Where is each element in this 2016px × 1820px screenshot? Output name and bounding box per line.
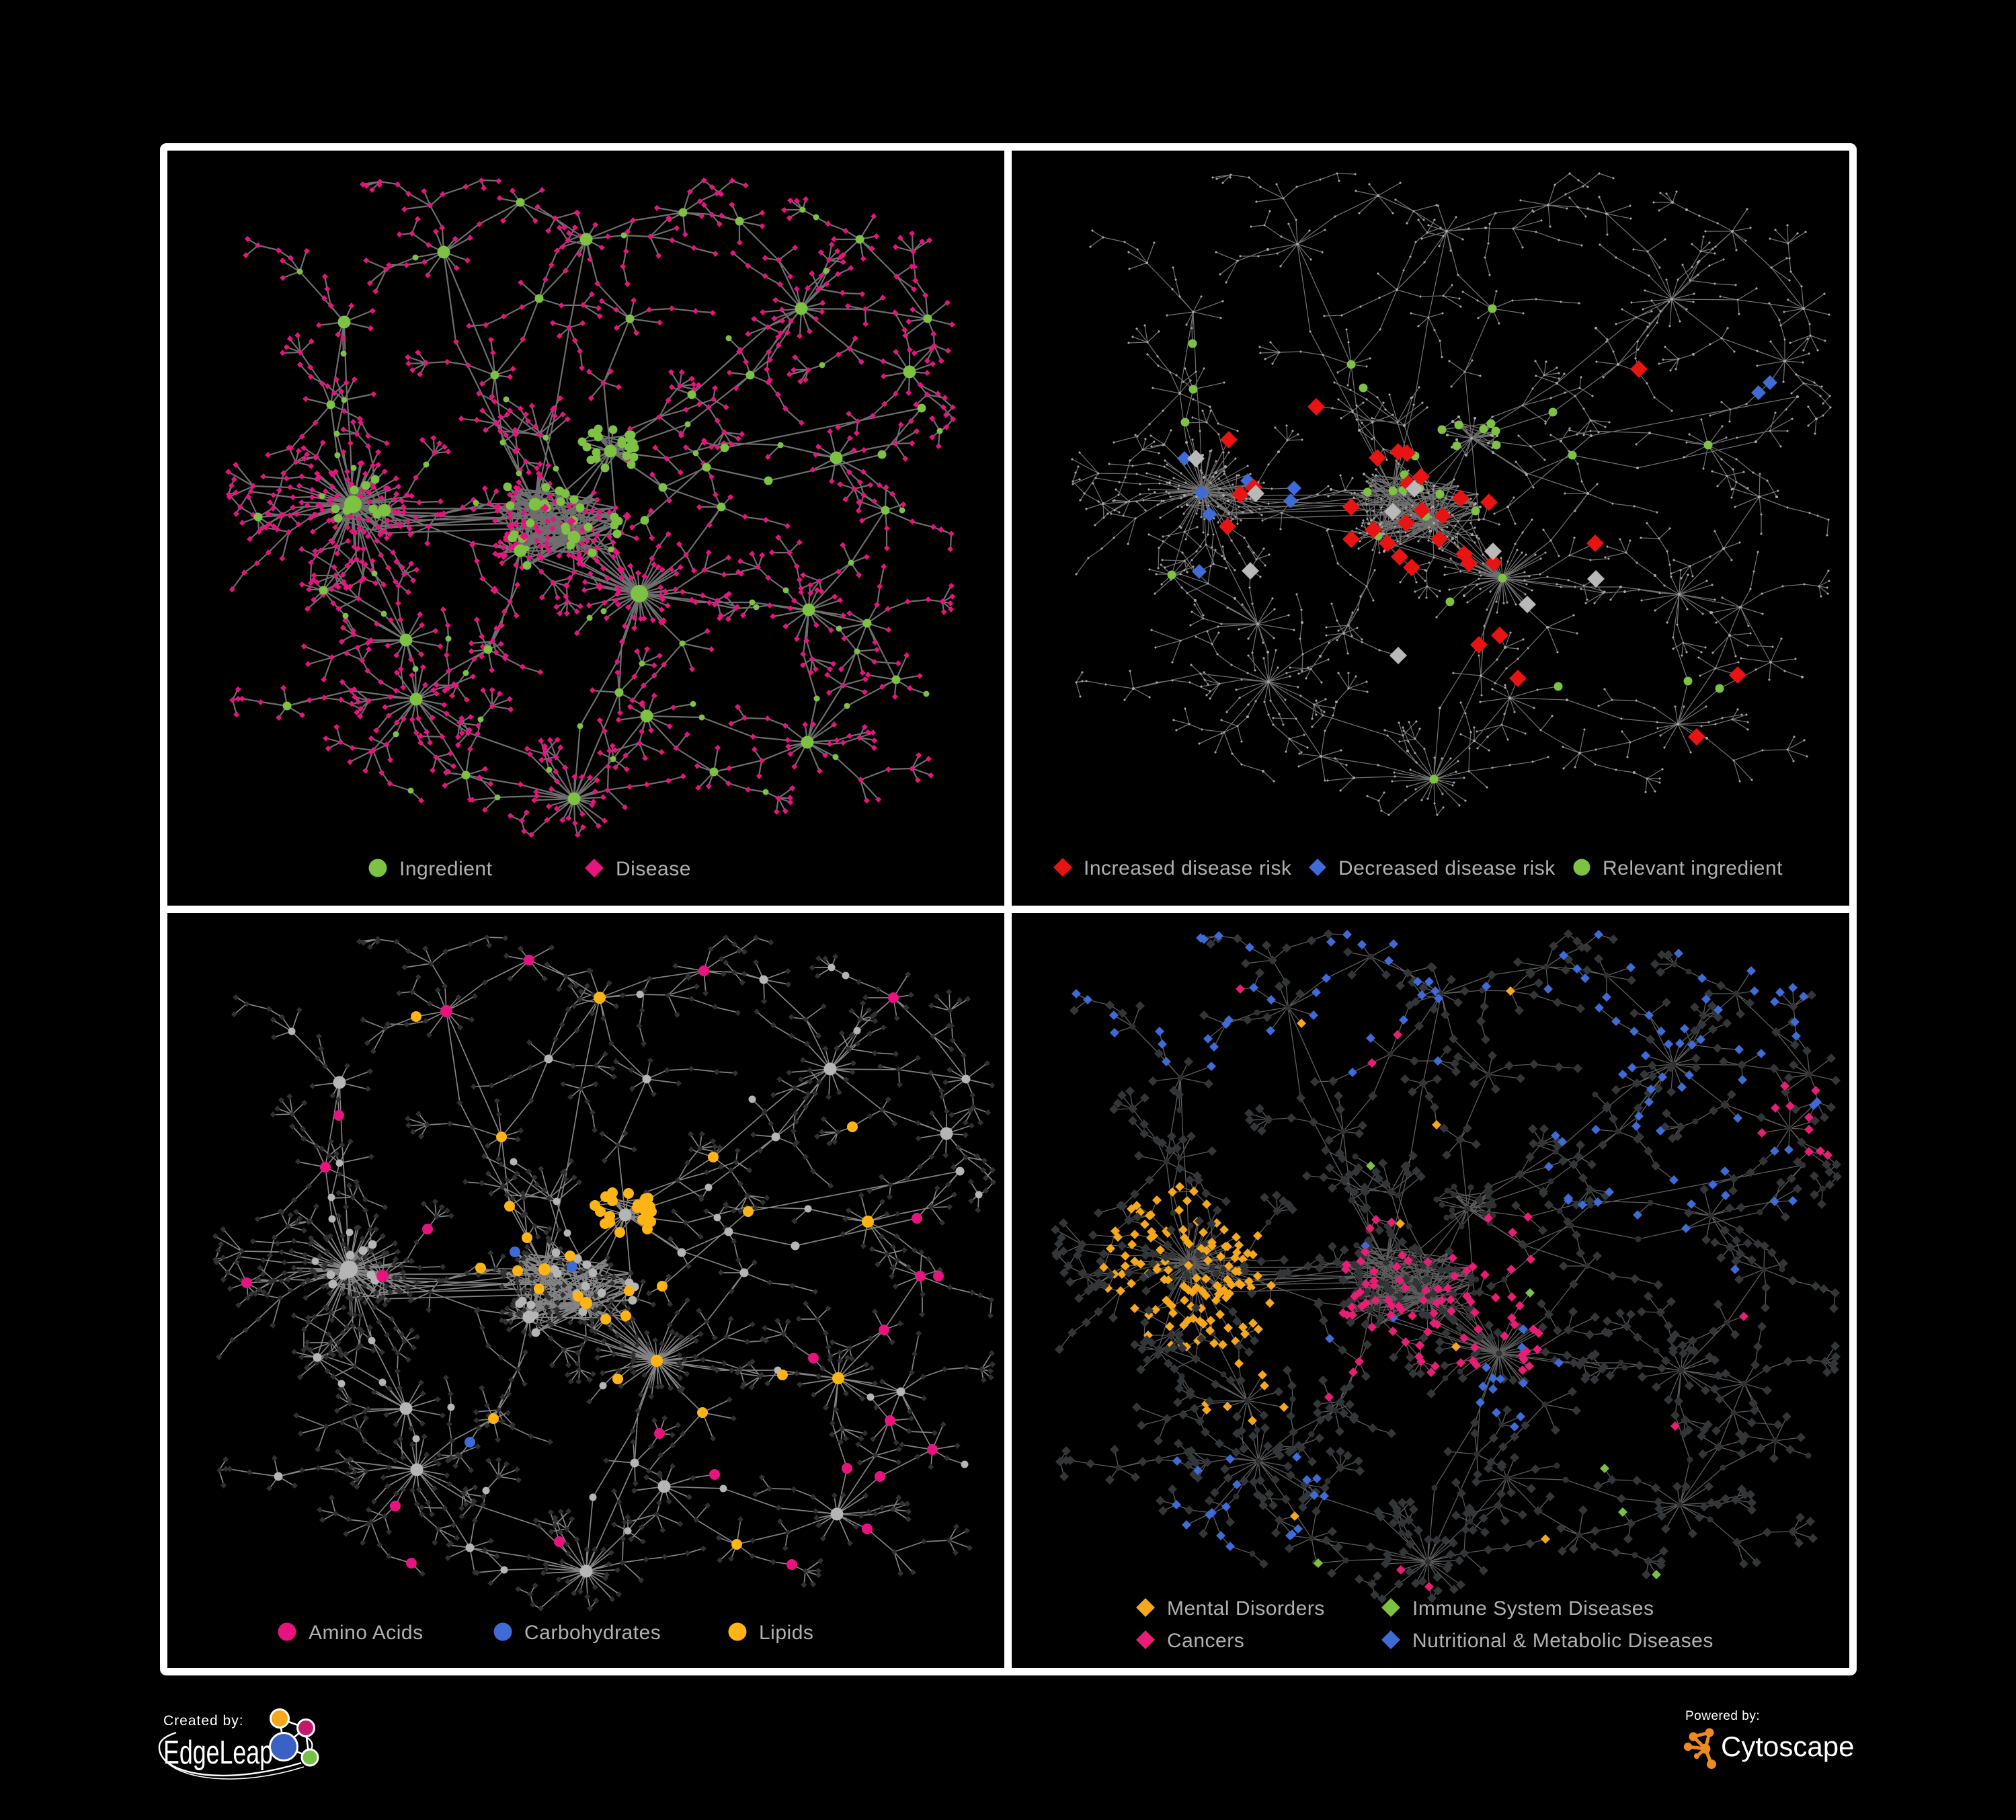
svg-text:Created by:: Created by: — [163, 1713, 244, 1729]
svg-text:Cancers: Cancers — [1167, 1630, 1244, 1652]
svg-text:Mental Disorders: Mental Disorders — [1167, 1597, 1325, 1620]
svg-text:Immune System Diseases: Immune System Diseases — [1412, 1597, 1654, 1620]
svg-text:Cytoscape: Cytoscape — [1721, 1731, 1854, 1762]
svg-text:Increased disease risk: Increased disease risk — [1084, 857, 1292, 879]
svg-text:Disease: Disease — [616, 858, 691, 880]
svg-text:Carbohydrates: Carbohydrates — [524, 1622, 661, 1644]
svg-text:Relevant ingredient: Relevant ingredient — [1603, 857, 1783, 879]
svg-text:Decreased disease risk: Decreased disease risk — [1338, 857, 1556, 879]
svg-text:Nutritional & Metabolic Diseas: Nutritional & Metabolic Diseases — [1412, 1630, 1713, 1652]
svg-text:EdgeLeap: EdgeLeap — [163, 1735, 273, 1772]
svg-text:Amino Acids: Amino Acids — [309, 1622, 424, 1644]
svg-text:Ingredient: Ingredient — [399, 858, 493, 880]
svg-text:Powered by:: Powered by: — [1685, 1709, 1760, 1723]
svg-text:Lipids: Lipids — [759, 1622, 813, 1644]
